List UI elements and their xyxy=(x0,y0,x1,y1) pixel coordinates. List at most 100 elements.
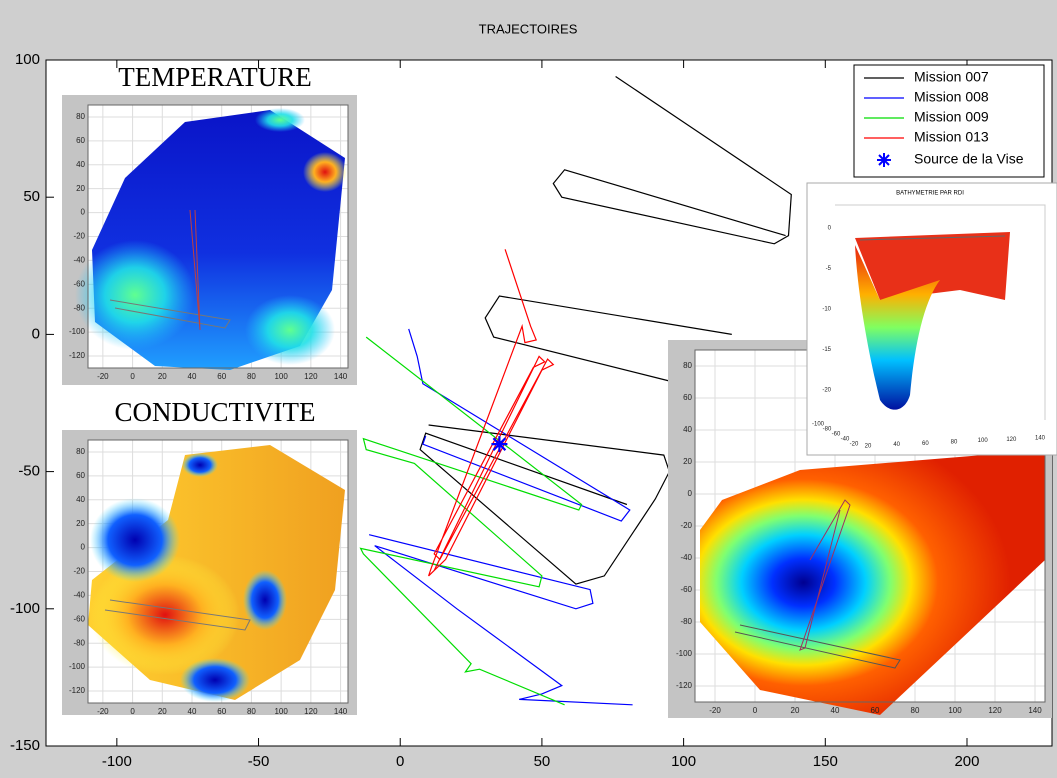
x-tick-label: 60 xyxy=(871,706,880,715)
figure: TRAJECTOIRES -100-50050100150200100500-5… xyxy=(0,0,1057,778)
inset-title: TEMPERATURE xyxy=(118,62,312,92)
legend-label: Mission 007 xyxy=(914,69,989,85)
y-tick-label: 100 xyxy=(15,51,40,68)
y-tick-label: -120 xyxy=(69,686,86,695)
y-tick-label: 40 xyxy=(76,495,85,504)
page: {"chart_data": [ {"type": "line", "title… xyxy=(0,0,1057,778)
x-tick-label: 120 xyxy=(304,707,318,716)
y-tick-label: -80 xyxy=(73,303,85,312)
x-tick-label: 100 xyxy=(274,707,288,716)
temperature-inset: TEMPERATURE -20 0 20 40 60 80 100 120 140 80 60 40 2… xyxy=(62,62,357,385)
x-tick-label: 140 xyxy=(334,372,348,381)
legend-label: Mission 013 xyxy=(914,129,989,145)
y-tick-label: 0 xyxy=(32,325,40,342)
y-tick-label: -60 xyxy=(73,279,85,288)
x-tick-label: 60 xyxy=(217,372,226,381)
y-tick-label: -60 xyxy=(73,614,85,623)
z-tick-label: -15 xyxy=(822,347,831,353)
x-tick-label: 140 xyxy=(334,707,348,716)
x-tick-label: 0 xyxy=(753,706,758,715)
y-tick-label: 20 xyxy=(683,457,692,466)
x-tick-label: 100 xyxy=(274,372,288,381)
x-tick-label: -20 xyxy=(97,707,109,716)
y-tick-label: -20 xyxy=(73,232,85,241)
x-tick-label: 80 xyxy=(247,707,256,716)
x-tick-label: -100 xyxy=(102,753,132,770)
y-tick-label: -20 xyxy=(73,567,85,576)
y-tick-label: -100 xyxy=(10,600,40,617)
y-tick-label: -50 xyxy=(18,463,40,480)
x-tick-label: 0 xyxy=(130,372,135,381)
inset-title: CONDUCTIVITE xyxy=(115,397,316,427)
y-tick-label: 60 xyxy=(683,393,692,402)
y-tick-label: -40 xyxy=(680,553,692,562)
y-tick-label: 60 xyxy=(76,471,85,480)
legend-label: Mission 008 xyxy=(914,89,989,105)
x-tick-label: 120 xyxy=(304,372,318,381)
x-tick-label: 80 xyxy=(247,372,256,381)
source-marker xyxy=(491,436,507,452)
x-tick-label: -50 xyxy=(248,753,270,770)
z-tick-label: -10 xyxy=(822,307,831,313)
y-tick-label: -20 xyxy=(850,442,859,448)
y-tick-label: 0 xyxy=(81,543,86,552)
y-tick-label: 80 xyxy=(76,112,85,121)
x-tick-label: 100 xyxy=(948,706,962,715)
x-tick-label: 60 xyxy=(217,707,226,716)
x-tick-label: 20 xyxy=(158,707,167,716)
y-tick-label: -80 xyxy=(823,427,832,433)
x-tick-label: 120 xyxy=(1006,437,1017,443)
x-tick-label: 80 xyxy=(911,706,920,715)
x-tick-label: 40 xyxy=(893,442,900,448)
x-tick-label: 0 xyxy=(130,707,135,716)
x-tick-label: 20 xyxy=(791,706,800,715)
y-tick-label: 20 xyxy=(76,184,85,193)
legend-marker xyxy=(877,153,891,167)
x-tick-label: 150 xyxy=(813,753,838,770)
z-tick-label: -20 xyxy=(822,388,831,394)
x-tick-label: 60 xyxy=(922,441,929,447)
y-tick-label: -40 xyxy=(73,591,85,600)
legend-label: Source de la Vise xyxy=(914,151,1024,167)
y-tick-label: -150 xyxy=(10,737,40,754)
y-tick-label: -100 xyxy=(69,327,86,336)
y-tick-label: 0 xyxy=(81,208,86,217)
x-tick-label: 100 xyxy=(671,753,696,770)
y-tick-label: 0 xyxy=(688,489,693,498)
x-tick-label: 100 xyxy=(978,438,989,444)
x-tick-label: -20 xyxy=(97,372,109,381)
y-tick-label: -40 xyxy=(73,256,85,265)
x-tick-label: 140 xyxy=(1035,436,1046,442)
y-tick-label: -100 xyxy=(69,662,86,671)
y-tick-label: 80 xyxy=(683,361,692,370)
x-tick-label: 120 xyxy=(988,706,1002,715)
y-tick-label: 60 xyxy=(76,136,85,145)
y-tick-label: 80 xyxy=(76,447,85,456)
x-tick-label: 80 xyxy=(951,440,958,446)
x-tick-label: 40 xyxy=(188,707,197,716)
legend-label: Mission 009 xyxy=(914,109,989,125)
y-tick-label: -60 xyxy=(680,585,692,594)
x-tick-label: 200 xyxy=(954,753,979,770)
inset-frame xyxy=(807,183,1057,455)
y-tick-label: -120 xyxy=(676,681,693,690)
chart-title: TRAJECTOIRES xyxy=(479,21,578,36)
x-tick-label: 20 xyxy=(158,372,167,381)
x-tick-label: 20 xyxy=(865,444,872,450)
x-tick-label: 140 xyxy=(1028,706,1042,715)
y-tick-label: -80 xyxy=(680,617,692,626)
y-tick-label: 40 xyxy=(76,160,85,169)
x-tick-label: 50 xyxy=(534,753,551,770)
y-tick-label: -80 xyxy=(73,638,85,647)
legend: Mission 007 Mission 008 Mission 009 Mission… xyxy=(854,65,1044,177)
z-tick-label: -5 xyxy=(826,266,832,272)
y-tick-label: -100 xyxy=(676,649,693,658)
x-tick-label: 40 xyxy=(831,706,840,715)
y-tick-label: 20 xyxy=(76,519,85,528)
y-tick-label: -120 xyxy=(69,351,86,360)
conductivite-inset: CONDUCTIVITE -20 0 20 40 60 80 100 120 140 80 60 40… xyxy=(62,397,357,716)
x-tick-label: -20 xyxy=(709,706,721,715)
x-tick-label: 40 xyxy=(188,372,197,381)
inset-title: BATHYMETRIE PAR RDI xyxy=(896,191,964,197)
